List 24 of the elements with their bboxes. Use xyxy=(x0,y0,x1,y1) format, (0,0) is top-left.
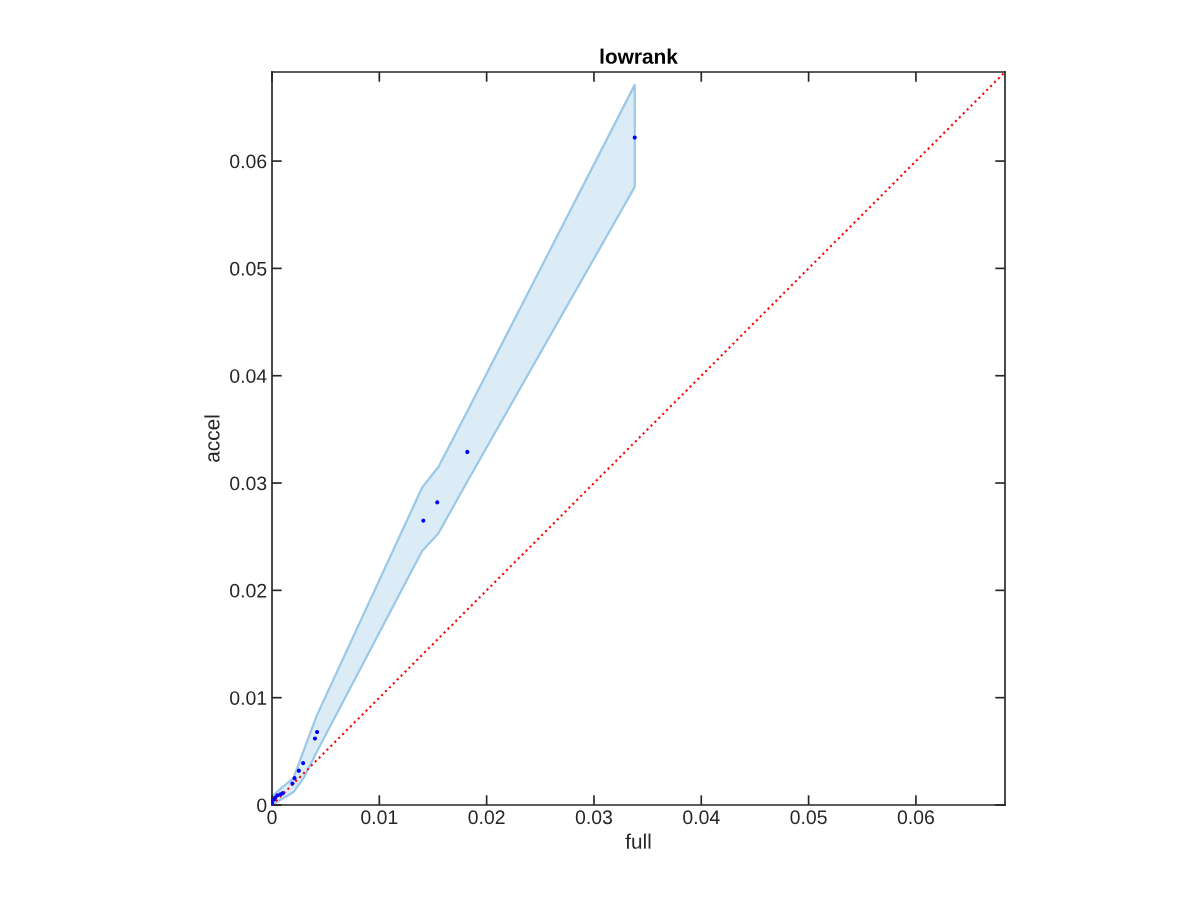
x-tick-label: 0.05 xyxy=(790,810,827,825)
point xyxy=(312,736,318,741)
y-tick-label: 0.06 xyxy=(230,154,267,169)
y-tick-label: 0.05 xyxy=(230,261,267,276)
y-axis-title: accel xyxy=(204,415,220,462)
point xyxy=(292,776,297,781)
x-tick-label: 0.03 xyxy=(575,810,613,825)
y-tick-label: 0.03 xyxy=(230,476,267,491)
point xyxy=(314,729,320,735)
point xyxy=(465,449,470,454)
point xyxy=(296,768,301,773)
x-tick-label: 0.02 xyxy=(468,810,505,825)
y-tick-label: 0.04 xyxy=(230,369,267,383)
point xyxy=(301,761,306,766)
y-tick-label: 0.02 xyxy=(230,583,267,598)
y-tick-label: 0.01 xyxy=(230,691,267,705)
point xyxy=(435,500,440,505)
x-tick-label: 0.06 xyxy=(897,810,934,825)
chart-title: lowrank xyxy=(600,48,678,64)
x-axis-title: full xyxy=(625,833,651,849)
x-tick-label: 0.01 xyxy=(361,810,398,825)
y-tick-label: 0 xyxy=(257,798,267,813)
x-tick-label: 0 xyxy=(267,810,277,825)
x-tick-label: 0.04 xyxy=(683,810,720,825)
